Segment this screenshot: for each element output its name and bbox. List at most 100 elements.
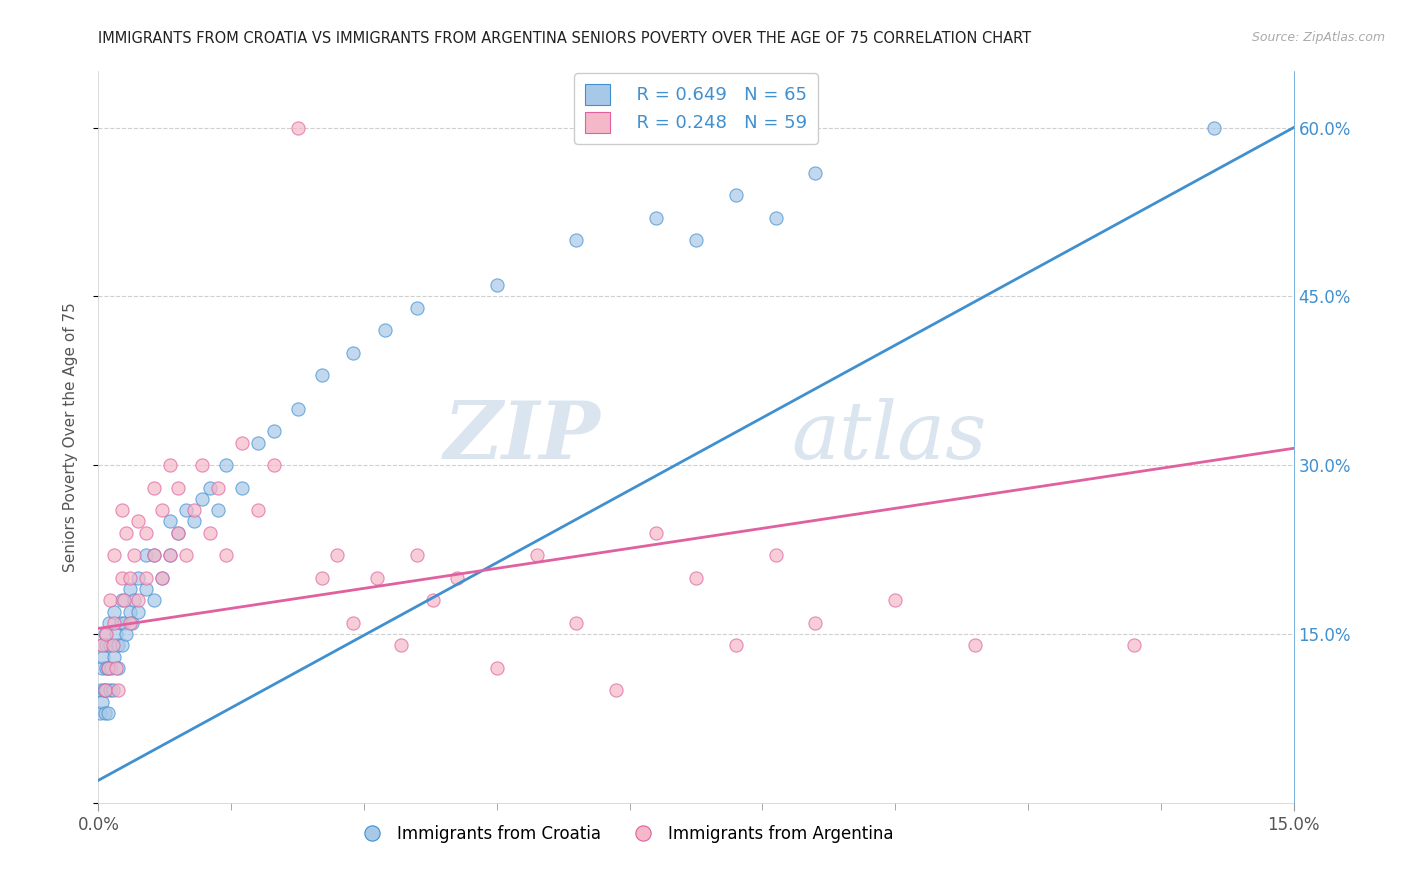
Point: [135, 548, 157, 562]
Point: [98, 683, 121, 698]
Point: [963, 638, 986, 652]
Point: [120, 582, 142, 596]
Point: [159, 548, 181, 562]
Point: [104, 627, 127, 641]
Point: [90, 661, 112, 675]
Point: [94, 661, 117, 675]
Point: [91, 649, 114, 664]
Point: [100, 661, 122, 675]
Point: [150, 571, 173, 585]
Point: [159, 458, 181, 473]
Point: [93, 683, 115, 698]
Point: [94, 627, 117, 641]
Point: [565, 233, 588, 247]
Point: [107, 683, 129, 698]
Point: [389, 638, 412, 652]
Point: [103, 605, 125, 619]
Point: [765, 211, 787, 225]
Point: [143, 548, 166, 562]
Point: [111, 503, 134, 517]
Point: [103, 615, 125, 630]
Point: [246, 435, 269, 450]
Point: [342, 345, 364, 359]
Point: [111, 571, 134, 585]
Y-axis label: Seniors Poverty Over the Age of 75: Seniors Poverty Over the Age of 75: [63, 302, 77, 572]
Point: [94, 706, 117, 720]
Text: atlas: atlas: [792, 399, 987, 475]
Point: [143, 548, 166, 562]
Point: [98, 593, 122, 607]
Point: [150, 503, 173, 517]
Point: [645, 211, 668, 225]
Point: [884, 593, 907, 607]
Point: [115, 525, 138, 540]
Point: [215, 548, 238, 562]
Point: [112, 615, 135, 630]
Point: [263, 458, 285, 473]
Point: [111, 593, 134, 607]
Point: [111, 638, 134, 652]
Point: [107, 638, 129, 652]
Point: [231, 481, 253, 495]
Point: [96, 638, 118, 652]
Point: [143, 481, 166, 495]
Point: [127, 605, 149, 619]
Point: [120, 615, 142, 630]
Point: [167, 525, 190, 540]
Point: [215, 458, 238, 473]
Point: [101, 638, 124, 652]
Point: [191, 458, 214, 473]
Point: [97, 706, 120, 720]
Point: [183, 503, 205, 517]
Point: [174, 503, 197, 517]
Point: [167, 525, 190, 540]
Point: [804, 615, 827, 630]
Point: [526, 548, 548, 562]
Point: [107, 661, 129, 675]
Point: [605, 683, 627, 698]
Point: [91, 638, 114, 652]
Point: [231, 435, 253, 450]
Text: ZIP: ZIP: [443, 399, 600, 475]
Point: [96, 627, 118, 641]
Point: [406, 301, 429, 315]
Point: [101, 683, 124, 698]
Point: [159, 548, 181, 562]
Point: [90, 683, 112, 698]
Point: [97, 661, 120, 675]
Point: [127, 593, 149, 607]
Point: [121, 615, 143, 630]
Point: [724, 638, 747, 652]
Point: [685, 233, 707, 247]
Point: [124, 593, 146, 607]
Point: [645, 525, 668, 540]
Point: [94, 683, 117, 698]
Point: [804, 166, 827, 180]
Point: [91, 694, 114, 708]
Point: [191, 491, 214, 506]
Point: [311, 368, 333, 383]
Point: [342, 615, 364, 630]
Point: [326, 548, 349, 562]
Point: [263, 425, 285, 439]
Point: [446, 571, 468, 585]
Point: [135, 582, 157, 596]
Point: [135, 525, 157, 540]
Point: [120, 571, 142, 585]
Point: [765, 548, 787, 562]
Point: [174, 548, 197, 562]
Point: [96, 683, 118, 698]
Point: [127, 515, 149, 529]
Point: [207, 503, 229, 517]
Point: [287, 120, 309, 135]
Point: [485, 661, 508, 675]
Point: [110, 615, 132, 630]
Point: [183, 515, 205, 529]
Point: [685, 571, 707, 585]
Point: [135, 571, 157, 585]
Legend: Immigrants from Croatia, Immigrants from Argentina: Immigrants from Croatia, Immigrants from…: [349, 818, 900, 849]
Point: [198, 481, 221, 495]
Point: [287, 401, 309, 416]
Point: [207, 481, 229, 495]
Point: [103, 649, 125, 664]
